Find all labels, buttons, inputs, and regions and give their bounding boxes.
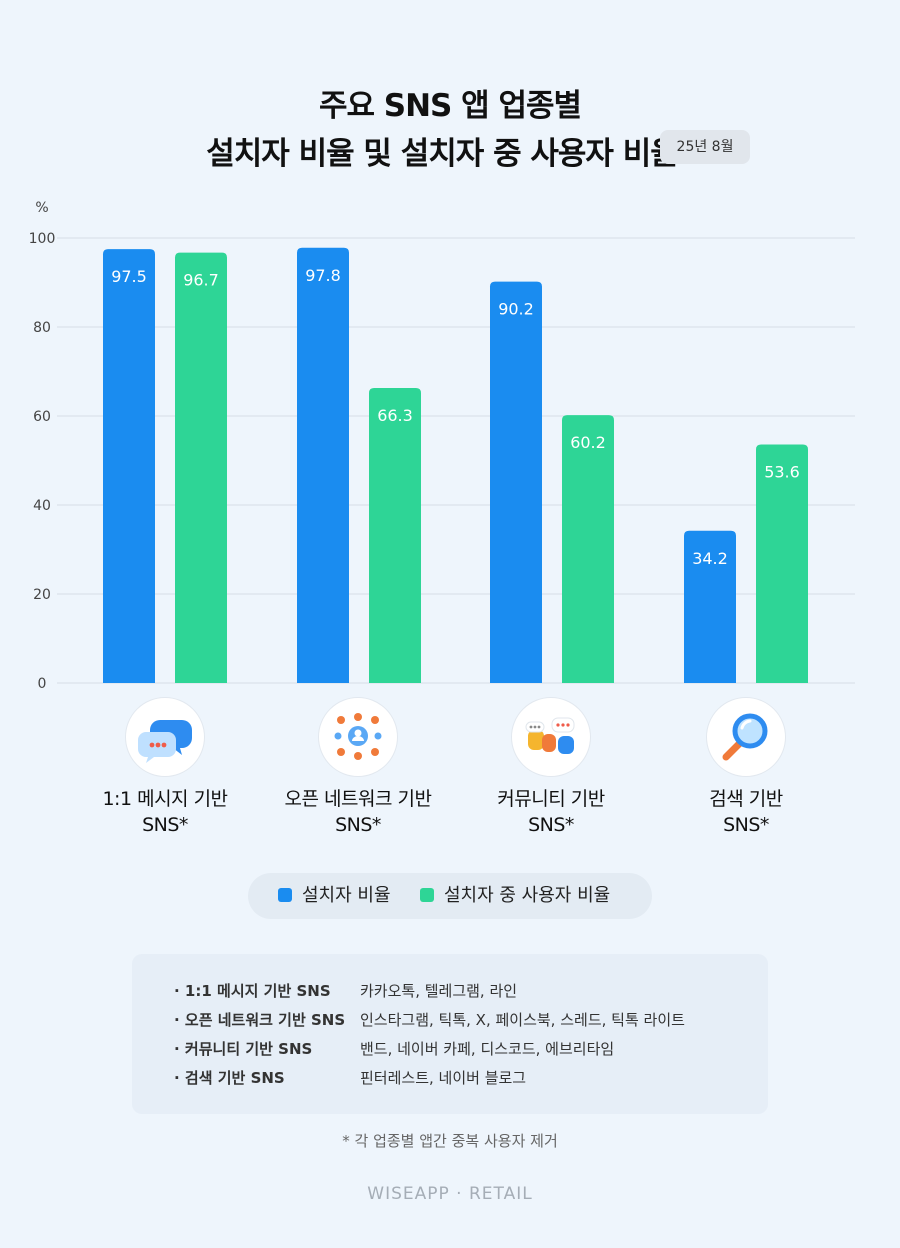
category-label-3: 커뮤니티 기반 SNS* — [497, 788, 605, 836]
legend: 설치자 비율 설치자 중 사용자 비율 — [248, 873, 652, 919]
brand-logo: WISEAPP · RETAIL — [367, 1184, 533, 1204]
y-tick-label: 20 — [33, 587, 51, 603]
bar-active-3 — [562, 415, 614, 683]
y-tick-label: 0 — [38, 676, 47, 692]
category-label-4: 검색 기반 SNS* — [709, 788, 783, 836]
bar-value-label: 66.3 — [377, 406, 413, 425]
bar-installed-3 — [490, 281, 542, 683]
bar-value-label: 90.2 — [498, 300, 534, 319]
bar-value-label: 34.2 — [692, 549, 728, 568]
bar-active-1 — [175, 252, 227, 683]
people-network-icon — [318, 697, 398, 777]
bar-active-2 — [369, 387, 421, 683]
magnifier-icon — [706, 697, 786, 777]
category-label-2: 오픈 네트워크 기반 SNS* — [284, 788, 432, 836]
chart-title-line1: 주요 SNS 앱 업종별 — [318, 88, 582, 124]
legend-item-installed: 설치자 비율 — [278, 873, 391, 919]
y-tick-label: 80 — [33, 320, 51, 336]
legend-swatch-installed — [278, 888, 292, 902]
bar-active-4 — [756, 444, 808, 683]
bar-installed-4 — [684, 530, 736, 683]
chat-bubbles-icon — [125, 697, 205, 777]
y-tick-label: 40 — [33, 498, 51, 514]
note-row: · 1:1 메시지 기반 SNS 카카오톡, 텔레그램, 라인 — [174, 982, 518, 1000]
bar-value-label: 97.8 — [305, 266, 341, 285]
bar-value-label: 60.2 — [570, 433, 606, 452]
bar-value-label: 53.6 — [764, 462, 800, 481]
footnote: * 각 업종별 앱간 중복 사용자 제거 — [342, 1132, 558, 1150]
y-tick-label: 60 — [33, 409, 51, 425]
bar-chart: % 0 20 40 60 80 100 97.5 97.8 90.2 34.2 96.7 66.3 6… — [29, 200, 855, 692]
note-row: · 오픈 네트워크 기반 SNS 인스타그램, 틱톡, X, 페이스북, 스레드,… — [174, 1011, 685, 1029]
date-badge: 25년 8월 — [660, 130, 750, 164]
legend-item-active: 설치자 중 사용자 비율 — [420, 873, 610, 919]
community-speech-icon — [511, 697, 591, 777]
y-tick-label: 100 — [29, 231, 56, 247]
bar-value-label: 96.7 — [183, 271, 219, 290]
bar-installed-2 — [297, 247, 349, 684]
bar-value-label: 97.5 — [111, 267, 147, 286]
note-row: · 검색 기반 SNS 핀터레스트, 네이버 블로그 — [174, 1069, 527, 1087]
note-row: · 커뮤니티 기반 SNS 밴드, 네이버 카페, 디스코드, 에브리타임 — [174, 1040, 615, 1058]
category-label-1: 1:1 메시지 기반 SNS* — [102, 788, 228, 836]
y-unit-label: % — [35, 200, 48, 216]
legend-swatch-active — [420, 888, 434, 902]
category-notes: · 1:1 메시지 기반 SNS 카카오톡, 텔레그램, 라인 · 오픈 네트워크… — [132, 954, 768, 1114]
bar-installed-1 — [103, 249, 155, 683]
chart-title-line2: 설치자 비율 및 설치자 중 사용자 비율 — [206, 136, 679, 172]
